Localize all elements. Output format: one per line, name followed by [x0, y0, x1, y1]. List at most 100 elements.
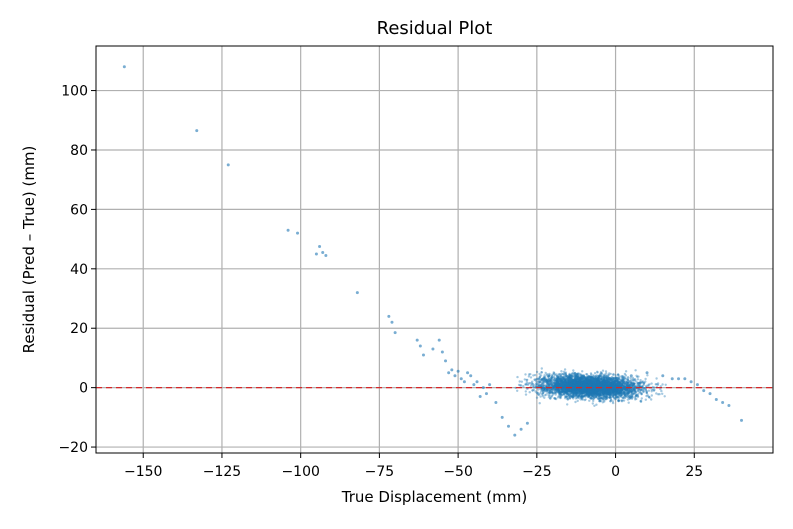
data-point [577, 389, 581, 393]
data-point [598, 390, 602, 393]
data-point [570, 382, 573, 385]
data-point [626, 381, 629, 385]
data-point [595, 396, 598, 399]
data-point [567, 375, 571, 379]
data-point [606, 390, 609, 393]
data-point [613, 383, 616, 387]
data-point [610, 381, 613, 385]
data-point [646, 374, 649, 377]
data-point [585, 392, 589, 395]
data-point [575, 375, 579, 378]
data-point [608, 381, 611, 384]
data-point [582, 383, 585, 387]
data-point [522, 385, 525, 388]
data-point [573, 374, 576, 378]
data-point [592, 390, 596, 394]
data-point [612, 388, 616, 392]
data-point [605, 384, 608, 388]
data-point [572, 379, 576, 383]
data-point [542, 378, 545, 382]
data-point [546, 382, 549, 386]
data-point [580, 384, 583, 387]
data-point [592, 378, 595, 381]
data-point [580, 384, 584, 387]
data-point [644, 377, 647, 381]
data-point [639, 379, 642, 382]
data-point [594, 386, 597, 389]
data-point [586, 383, 590, 387]
data-point [603, 386, 606, 390]
data-point [582, 395, 586, 398]
data-point [561, 387, 565, 390]
data-point [601, 388, 604, 392]
data-point [584, 390, 588, 393]
data-point [593, 396, 596, 399]
data-point [421, 353, 425, 357]
data-point [563, 384, 567, 387]
data-point [549, 383, 552, 387]
data-point [566, 375, 569, 378]
data-point [604, 390, 608, 394]
data-point [584, 386, 587, 389]
data-point [591, 382, 594, 386]
data-point [602, 384, 605, 387]
data-point [618, 392, 621, 395]
data-point [563, 384, 566, 387]
data-point [562, 389, 565, 392]
data-point [593, 392, 596, 395]
data-point [576, 380, 580, 384]
data-point [604, 397, 607, 400]
data-point [324, 253, 328, 257]
data-point [578, 379, 581, 383]
data-point [587, 380, 590, 383]
data-point [601, 383, 604, 386]
data-point [556, 384, 560, 388]
data-point [572, 391, 575, 394]
data-point [592, 386, 595, 389]
data-point [560, 372, 563, 376]
data-point [595, 380, 598, 383]
data-point [599, 377, 603, 380]
data-point [591, 384, 594, 388]
data-point [588, 388, 592, 391]
data-point [613, 387, 616, 390]
data-point [614, 383, 618, 387]
data-point [572, 380, 575, 383]
data-point [577, 382, 580, 385]
data-point [605, 392, 608, 395]
data-point [636, 395, 640, 398]
data-point [622, 391, 625, 394]
data-point [599, 388, 602, 391]
data-point [567, 390, 571, 394]
data-point [591, 380, 594, 383]
data-point [637, 383, 640, 387]
data-point [588, 379, 592, 382]
data-point [557, 378, 560, 381]
data-point [586, 390, 589, 393]
data-point [624, 370, 628, 373]
data-point [619, 388, 622, 391]
data-point [605, 395, 609, 399]
data-point [553, 371, 556, 375]
data-point [604, 388, 607, 391]
data-point [596, 390, 599, 394]
data-point [564, 382, 568, 385]
data-point [559, 375, 562, 378]
data-point [623, 391, 626, 394]
data-point [576, 390, 580, 394]
data-point [611, 376, 615, 379]
data-point [603, 383, 606, 386]
data-point [596, 389, 599, 392]
data-point [629, 380, 632, 383]
data-point [573, 372, 576, 376]
data-point [592, 393, 596, 396]
data-point [630, 383, 633, 386]
data-point [610, 399, 613, 402]
data-point [565, 392, 568, 396]
data-point [597, 377, 601, 381]
x-tick-label: 25 [685, 464, 703, 480]
data-point [596, 388, 599, 391]
data-point [583, 382, 586, 386]
data-point [590, 376, 593, 379]
data-point [594, 388, 597, 391]
